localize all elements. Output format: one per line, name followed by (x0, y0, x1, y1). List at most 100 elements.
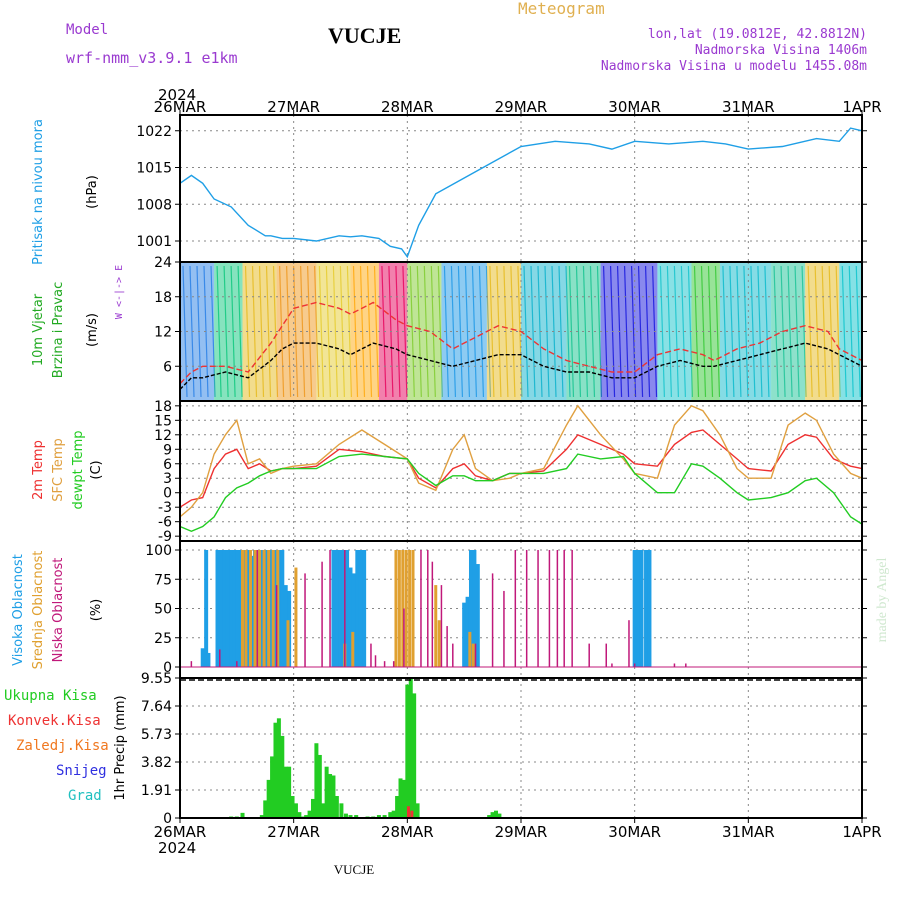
wind-barb (318, 265, 324, 398)
bar-2 (633, 663, 636, 667)
wind-barb (464, 265, 471, 398)
bar-0 (283, 585, 288, 667)
bar-2 (403, 608, 405, 667)
y-tick-label: 0 (163, 811, 172, 827)
bar-1 (401, 550, 405, 667)
wind-barb (409, 265, 415, 398)
series-line-1 (179, 342, 863, 390)
bar-0 (232, 550, 237, 667)
x-tick-label-bottom: 26MAR (154, 823, 207, 841)
wind-band (441, 262, 487, 401)
bar-0 (310, 798, 315, 818)
wind-barb (251, 265, 258, 398)
bar-0 (348, 815, 353, 818)
x-tick-label-top: 31MAR (722, 98, 775, 116)
bar-0 (405, 684, 410, 818)
bar-0 (468, 550, 473, 667)
wind-barb (602, 265, 609, 398)
bar-0 (229, 550, 234, 667)
bar-2 (374, 655, 377, 667)
lonlat-label: lon,lat (19.0812E, 42.8812N) (648, 27, 867, 42)
wind-title-2: Brzina i Pravac (51, 282, 66, 379)
bar-0 (235, 550, 240, 667)
bar-0 (493, 810, 498, 818)
cloud-low-title: Niska Oblacnost (51, 558, 66, 663)
model-name: wrf-nmm_v3.9.1 e1km (66, 49, 238, 67)
bar-0 (287, 766, 292, 818)
wind-barb (722, 265, 728, 398)
bar-1 (410, 810, 414, 818)
bar-0 (475, 564, 480, 667)
bar-1 (351, 631, 355, 667)
bar-2 (491, 573, 494, 667)
plot-area: 10011008101510226121824-9-6-303691215180… (136, 98, 881, 841)
bar-0 (376, 815, 381, 818)
bar-2 (525, 550, 528, 667)
wind-barb (366, 265, 373, 398)
wind-barb (666, 265, 672, 398)
y-tick-label: 25 (154, 631, 172, 647)
bar-1 (471, 643, 475, 667)
bar-2 (383, 661, 386, 667)
x-tick-label-top: 1APR (842, 98, 881, 116)
bar-0 (632, 550, 637, 667)
bar-2 (420, 550, 422, 667)
bar-1 (406, 806, 410, 818)
bar-1 (411, 550, 415, 667)
bar-1 (394, 550, 398, 667)
series-line-0 (179, 127, 863, 259)
bar-0 (644, 550, 649, 667)
wind-barb (575, 265, 582, 398)
y-tick-label: 100 (145, 543, 172, 559)
bar-0 (246, 550, 251, 667)
y-tick-label: 3.82 (141, 755, 172, 771)
bar-0 (215, 550, 220, 667)
bar-1 (294, 567, 298, 667)
bar-1 (286, 620, 290, 667)
bar-1 (253, 550, 257, 667)
bar-1 (248, 550, 252, 667)
bar-2 (392, 661, 395, 667)
y-tick-label: 24 (154, 255, 172, 271)
bar-2 (344, 550, 346, 667)
wind-unit: (m/s) (85, 313, 100, 347)
bar-0 (391, 810, 396, 818)
bar-2 (440, 585, 443, 667)
credit-watermark: made by Angel (875, 558, 890, 643)
bar-0 (355, 550, 360, 667)
y-tick-label: 1015 (136, 161, 172, 177)
model-label: Model (66, 22, 108, 38)
wind-barb (659, 265, 665, 398)
bar-0 (408, 678, 413, 818)
cloud-mid-title: Srednja Oblacnost (31, 551, 46, 670)
bar-0 (314, 743, 319, 818)
bar-0 (465, 596, 470, 667)
model-altitude-label: Nadmorska Visina u modelu 1455.08m (601, 59, 867, 74)
bar-0 (273, 722, 278, 818)
wind-barb (359, 265, 366, 398)
x-tick-label-bottom: 29MAR (495, 823, 548, 841)
year-top: 2024 (158, 86, 196, 104)
wind-barb (307, 265, 313, 398)
bar-1 (397, 550, 401, 667)
footer-station: VUCJE (334, 862, 375, 877)
precip-unit: 1hr Precip (mm) (113, 695, 128, 800)
wind-title-1: 10m Vjetar (31, 293, 46, 366)
bar-0 (636, 550, 641, 667)
x-tick-label-top: 30MAR (608, 98, 661, 116)
wind-barb (182, 265, 188, 398)
bar-2 (427, 550, 429, 667)
wind-barb (757, 265, 763, 398)
bar-1 (468, 631, 472, 667)
bar-2 (685, 663, 687, 667)
wind-barb (381, 265, 387, 398)
wind-barb (589, 265, 596, 398)
bar-0 (415, 803, 420, 818)
y-tick-label: 5.73 (141, 727, 172, 743)
y-tick-label: 15 (154, 413, 172, 429)
legend-hail: Grad (68, 788, 102, 804)
x-tick-label-bottom: 1APR (842, 823, 881, 841)
bar-0 (297, 812, 302, 818)
